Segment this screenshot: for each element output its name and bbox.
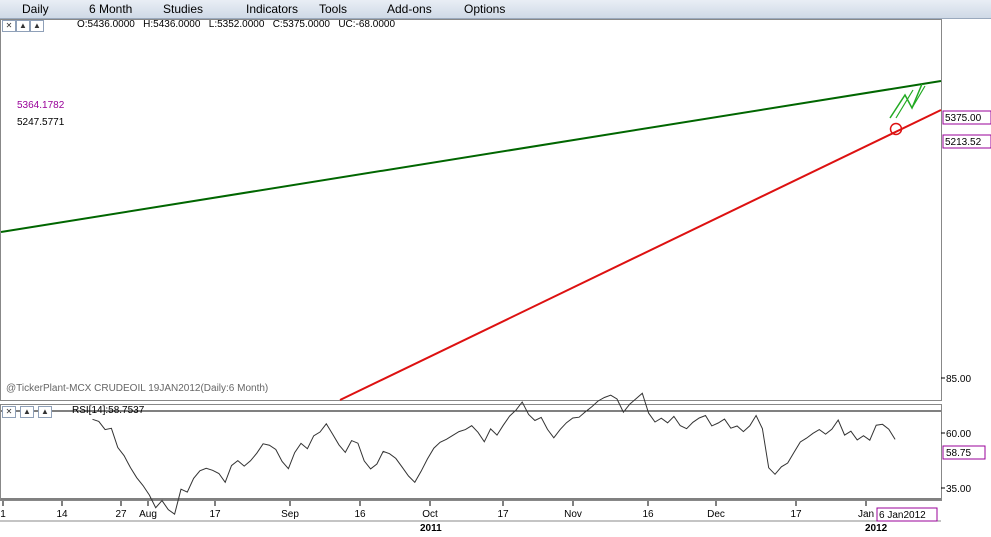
rsi-series [1,392,941,516]
rsi-close-icon[interactable]: ✕ [2,406,16,418]
rsi-label: RSI[14]:58.7537 [72,405,145,416]
hline-lower-label: 5247.5771 [17,117,65,128]
x-tick-label: 16 [354,509,366,520]
menu-bar: Daily 6 Month Studies Indicators Tools A… [0,0,991,19]
watermark: @TickerPlant-MCX CRUDEOIL 19JAN2012(Dail… [6,383,268,394]
menu-studies[interactable]: Studies [163,2,204,16]
x-tick-label: 27 [115,509,127,520]
menu-indicators[interactable]: Indicators [246,2,299,16]
menu-daily[interactable]: Daily [22,2,49,16]
resistance-trendline [0,80,942,233]
menu-add-ons[interactable]: Add-ons [387,2,432,16]
x-tick-label: Aug [139,509,157,520]
year-label-2012: 2012 [865,523,888,534]
last-price-label: 5375.00 [945,113,982,124]
second-price-label: 5213.52 [945,137,982,148]
x-tick-label: Oct [422,509,438,520]
x-tick-label: Jan [858,509,874,520]
second-price-box [942,134,991,149]
x-tick-label: 16 [642,509,654,520]
cursor-date-box [876,507,938,522]
rsi-y-tick-label: 35.00 [946,484,971,495]
last-price-box [942,110,991,125]
support-touch-circle [889,122,903,136]
x-axis-ticks: 1 14 27 Aug 17 Sep 16 Oct 17 Nov 16 Dec 17 Jan [0,501,941,522]
rsi-last-label: 58.75 [946,448,971,459]
projection-arrow-2 [895,85,926,119]
x-tick-label: 1 [0,509,6,520]
hline-upper-label: 5364.1782 [17,100,65,111]
menu-6-month[interactable]: 6 Month [89,2,133,16]
ohlc-readout: O:5436.0000 H:5436.0000 L:5352.0000 C:53… [77,19,396,30]
x-tick-label: Nov [564,509,582,520]
rsi-collapse-icon[interactable]: ▲ [20,406,34,418]
x-tick-label: 14 [56,509,68,520]
trend-lines [0,80,942,401]
rsi-last-box [942,445,986,460]
x-tick-label: 17 [497,509,509,520]
close-icon[interactable]: ✕ [2,20,16,32]
y-axis-ticks: 5750.005500.005250.005000.004750.004500.… [941,374,971,495]
support-trendline [339,109,942,401]
menu-tools[interactable]: Tools [319,2,348,16]
year-label-2011: 2011 [420,523,442,534]
x-tick-label: 17 [790,509,802,520]
rsi-y-tick-label: 85.00 [946,374,971,385]
x-tick-label: Sep [281,509,299,520]
rsi-line [92,392,896,516]
rsi-y-tick-label: 60.00 [946,429,971,440]
menu-options[interactable]: Options [464,2,506,16]
expand-icon[interactable]: ▲ [30,20,44,32]
price-panel-header: ✕ ▲ ▲ O:5436.0000 H:5436.0000 L:5352.000… [0,19,941,32]
rsi-panel-header: ✕ ▲ ▲ RSI[14]:58.7537 [0,405,941,418]
projection-arrow-1 [889,83,923,119]
cursor-date-label: 6 Jan2012 [879,510,926,521]
rsi-expand-icon[interactable]: ▲ [38,406,52,418]
x-tick-label: 17 [209,509,221,520]
collapse-icon[interactable]: ▲ [16,20,30,32]
x-tick-label: Dec [707,509,725,520]
rsi-panel-frame [0,404,942,501]
